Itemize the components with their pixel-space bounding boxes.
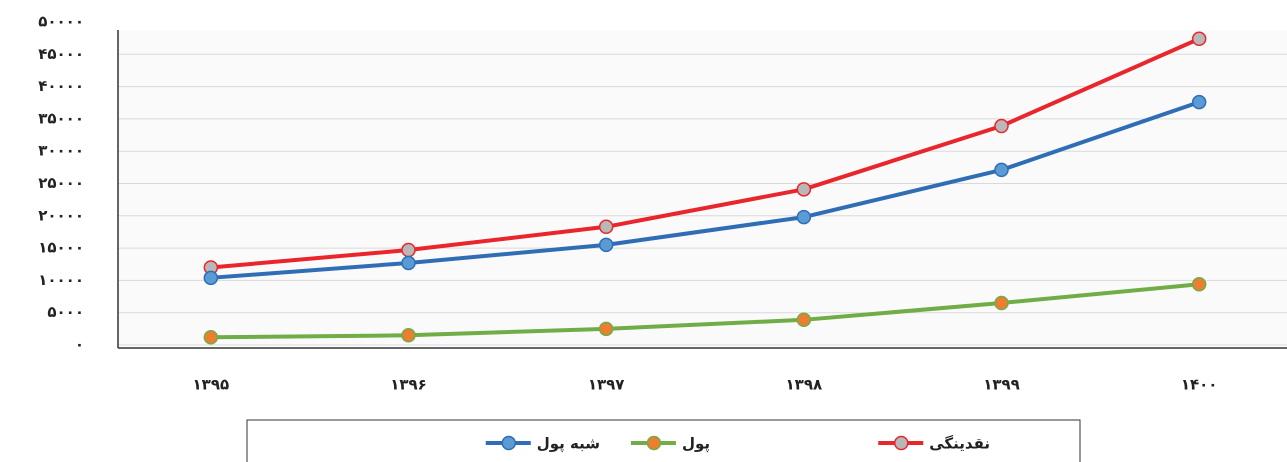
y-tick-label: ۱۵۰۰۰ bbox=[38, 239, 84, 257]
data-point bbox=[598, 237, 614, 253]
data-point bbox=[796, 312, 812, 328]
data-point bbox=[598, 321, 614, 337]
y-tick-label: ۵۰۰۰ bbox=[47, 303, 84, 321]
data-point bbox=[1191, 277, 1207, 292]
x-tick-label: ۱۳۹۹ bbox=[983, 376, 1020, 394]
y-tick-label: ۴۰۰۰۰ bbox=[38, 77, 84, 95]
data-point bbox=[598, 219, 614, 235]
data-point bbox=[994, 295, 1009, 311]
series-line bbox=[210, 282, 1200, 340]
data-point bbox=[401, 255, 416, 271]
x-tick-label: ۱۳۹۶ bbox=[390, 376, 427, 394]
data-point bbox=[796, 209, 812, 225]
series-line bbox=[210, 36, 1200, 270]
legend-marker bbox=[646, 435, 662, 451]
data-point bbox=[203, 329, 219, 345]
legend-marker bbox=[501, 435, 516, 451]
y-tick-label: ۴۵۰۰۰ bbox=[38, 45, 84, 63]
data-point bbox=[401, 242, 416, 258]
x-tick-label: ۱۳۹۸ bbox=[786, 376, 823, 394]
data-point bbox=[994, 162, 1009, 178]
data-point bbox=[1191, 31, 1207, 47]
data-point bbox=[994, 118, 1009, 134]
y-tick-label: ۲۵۰۰۰ bbox=[38, 174, 84, 192]
data-point bbox=[203, 270, 219, 286]
legend-label: پول bbox=[682, 435, 710, 454]
series-line bbox=[210, 100, 1200, 280]
y-tick-label: ۲۰۰۰۰ bbox=[38, 206, 84, 224]
legend-label: نقدینگی bbox=[929, 435, 990, 453]
x-tick-label: ۱۳۹۷ bbox=[588, 376, 625, 394]
data-point bbox=[401, 328, 416, 343]
data-point bbox=[1191, 94, 1207, 110]
y-tick-label: ۵۰۰۰۰ bbox=[38, 13, 84, 31]
x-tick-label: ۱۴۰۰ bbox=[1181, 376, 1218, 394]
legend-marker bbox=[894, 435, 909, 451]
y-tick-label: ۳۵۰۰۰ bbox=[38, 109, 84, 127]
y-tick-label: ۰ bbox=[75, 336, 84, 354]
x-tick-label: ۱۳۹۵ bbox=[193, 376, 230, 394]
y-tick-label: ۳۰۰۰۰ bbox=[38, 142, 84, 160]
data-point bbox=[796, 182, 812, 197]
y-tick-label: ۱۰۰۰۰ bbox=[38, 271, 84, 289]
legend-label: شبه پول bbox=[537, 435, 600, 454]
